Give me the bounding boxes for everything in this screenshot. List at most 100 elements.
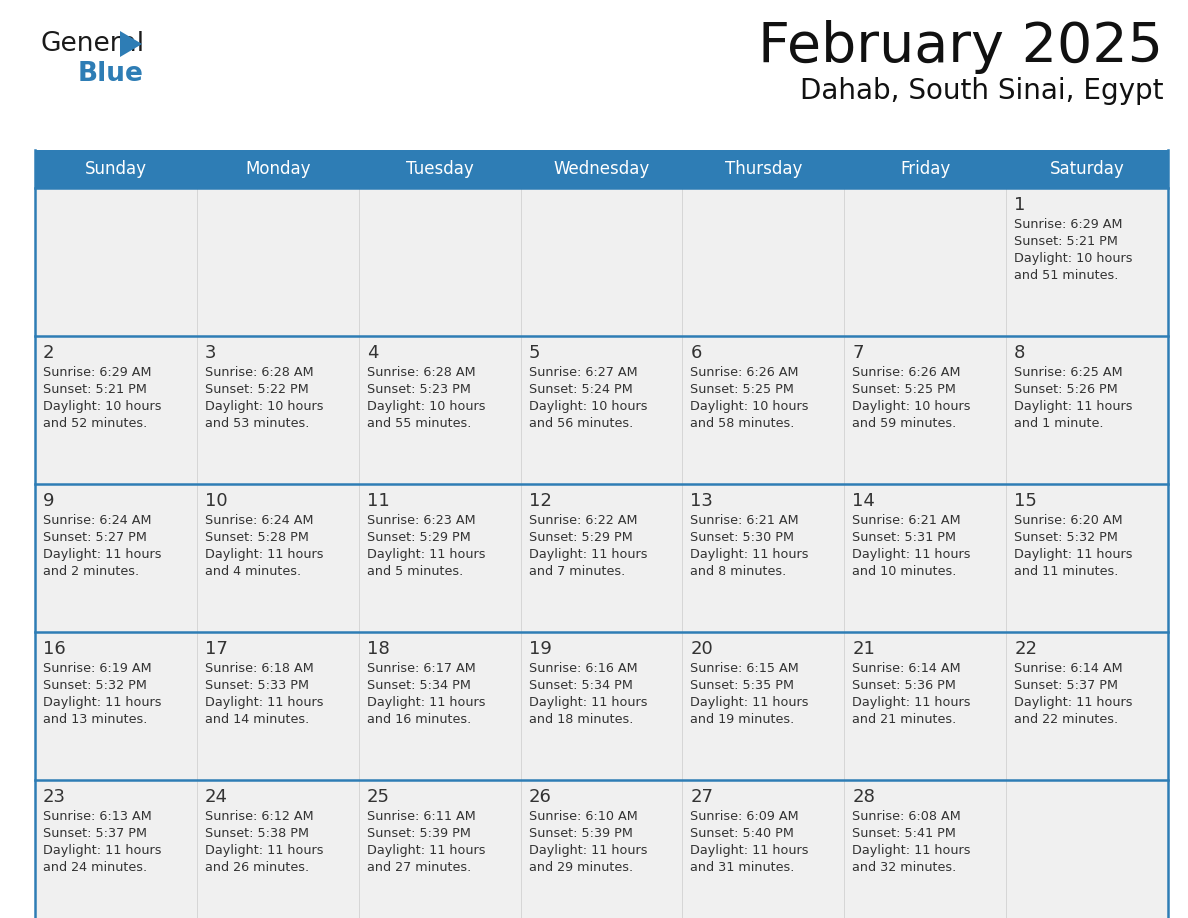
Text: and 26 minutes.: and 26 minutes.	[204, 861, 309, 874]
Text: Sunset: 5:28 PM: Sunset: 5:28 PM	[204, 531, 309, 544]
Text: and 55 minutes.: and 55 minutes.	[367, 417, 472, 430]
Polygon shape	[120, 31, 143, 57]
Text: 15: 15	[1015, 492, 1037, 510]
Text: and 14 minutes.: and 14 minutes.	[204, 713, 309, 726]
Text: and 1 minute.: and 1 minute.	[1015, 417, 1104, 430]
Text: 2: 2	[43, 344, 55, 362]
Text: Sunset: 5:36 PM: Sunset: 5:36 PM	[852, 679, 956, 692]
Text: 18: 18	[367, 640, 390, 658]
Text: 14: 14	[852, 492, 876, 510]
Text: Sunset: 5:35 PM: Sunset: 5:35 PM	[690, 679, 795, 692]
Text: Sunrise: 6:16 AM: Sunrise: 6:16 AM	[529, 662, 637, 675]
Text: Daylight: 11 hours: Daylight: 11 hours	[43, 548, 162, 561]
Text: Sunrise: 6:18 AM: Sunrise: 6:18 AM	[204, 662, 314, 675]
Text: and 32 minutes.: and 32 minutes.	[852, 861, 956, 874]
Text: Daylight: 11 hours: Daylight: 11 hours	[529, 844, 647, 857]
Text: Sunset: 5:34 PM: Sunset: 5:34 PM	[529, 679, 632, 692]
Text: 11: 11	[367, 492, 390, 510]
Text: Sunset: 5:25 PM: Sunset: 5:25 PM	[852, 383, 956, 396]
Text: Sunrise: 6:11 AM: Sunrise: 6:11 AM	[367, 810, 475, 823]
Text: Sunset: 5:24 PM: Sunset: 5:24 PM	[529, 383, 632, 396]
Text: Daylight: 10 hours: Daylight: 10 hours	[367, 400, 485, 413]
Text: 7: 7	[852, 344, 864, 362]
Text: Dahab, South Sinai, Egypt: Dahab, South Sinai, Egypt	[800, 77, 1163, 105]
Text: Sunrise: 6:09 AM: Sunrise: 6:09 AM	[690, 810, 800, 823]
Text: Daylight: 11 hours: Daylight: 11 hours	[529, 696, 647, 709]
Text: Sunset: 5:23 PM: Sunset: 5:23 PM	[367, 383, 470, 396]
Text: Sunrise: 6:14 AM: Sunrise: 6:14 AM	[1015, 662, 1123, 675]
Text: and 53 minutes.: and 53 minutes.	[204, 417, 309, 430]
Text: and 52 minutes.: and 52 minutes.	[43, 417, 147, 430]
Text: Daylight: 10 hours: Daylight: 10 hours	[852, 400, 971, 413]
Text: and 2 minutes.: and 2 minutes.	[43, 565, 139, 578]
Text: Sunrise: 6:27 AM: Sunrise: 6:27 AM	[529, 366, 637, 379]
Text: Daylight: 10 hours: Daylight: 10 hours	[204, 400, 323, 413]
Text: and 7 minutes.: and 7 minutes.	[529, 565, 625, 578]
Text: Sunrise: 6:20 AM: Sunrise: 6:20 AM	[1015, 514, 1123, 527]
Text: Daylight: 11 hours: Daylight: 11 hours	[367, 548, 485, 561]
Text: Sunday: Sunday	[84, 160, 147, 178]
Text: 12: 12	[529, 492, 551, 510]
Text: Friday: Friday	[901, 160, 950, 178]
Text: 17: 17	[204, 640, 228, 658]
Text: Sunrise: 6:29 AM: Sunrise: 6:29 AM	[1015, 218, 1123, 231]
Text: Monday: Monday	[245, 160, 310, 178]
Text: 24: 24	[204, 788, 228, 806]
Text: Daylight: 11 hours: Daylight: 11 hours	[204, 548, 323, 561]
Text: Daylight: 11 hours: Daylight: 11 hours	[43, 696, 162, 709]
Text: Sunrise: 6:21 AM: Sunrise: 6:21 AM	[690, 514, 800, 527]
Text: Sunrise: 6:19 AM: Sunrise: 6:19 AM	[43, 662, 152, 675]
Text: Daylight: 11 hours: Daylight: 11 hours	[204, 696, 323, 709]
Bar	[682, 150, 845, 188]
Text: and 56 minutes.: and 56 minutes.	[529, 417, 633, 430]
Text: Sunrise: 6:08 AM: Sunrise: 6:08 AM	[852, 810, 961, 823]
Text: Sunrise: 6:25 AM: Sunrise: 6:25 AM	[1015, 366, 1123, 379]
Text: Sunset: 5:32 PM: Sunset: 5:32 PM	[43, 679, 147, 692]
Bar	[1006, 150, 1168, 188]
Text: Daylight: 10 hours: Daylight: 10 hours	[529, 400, 647, 413]
Text: Tuesday: Tuesday	[406, 160, 474, 178]
Text: Sunrise: 6:23 AM: Sunrise: 6:23 AM	[367, 514, 475, 527]
Text: Sunset: 5:22 PM: Sunset: 5:22 PM	[204, 383, 309, 396]
Text: Sunrise: 6:24 AM: Sunrise: 6:24 AM	[43, 514, 152, 527]
Text: Daylight: 10 hours: Daylight: 10 hours	[1015, 252, 1132, 265]
Text: Blue: Blue	[78, 61, 144, 87]
Text: February 2025: February 2025	[758, 20, 1163, 74]
Text: Daylight: 11 hours: Daylight: 11 hours	[529, 548, 647, 561]
Text: Sunrise: 6:29 AM: Sunrise: 6:29 AM	[43, 366, 152, 379]
Text: Sunset: 5:37 PM: Sunset: 5:37 PM	[43, 827, 147, 840]
Bar	[34, 150, 197, 188]
Text: 5: 5	[529, 344, 541, 362]
Text: Sunrise: 6:17 AM: Sunrise: 6:17 AM	[367, 662, 475, 675]
Text: Sunset: 5:21 PM: Sunset: 5:21 PM	[1015, 235, 1118, 248]
Text: Sunrise: 6:22 AM: Sunrise: 6:22 AM	[529, 514, 637, 527]
Text: 9: 9	[43, 492, 55, 510]
Text: 25: 25	[367, 788, 390, 806]
Text: and 13 minutes.: and 13 minutes.	[43, 713, 147, 726]
Text: and 59 minutes.: and 59 minutes.	[852, 417, 956, 430]
Bar	[359, 150, 520, 188]
Text: Sunrise: 6:28 AM: Sunrise: 6:28 AM	[367, 366, 475, 379]
Text: Sunset: 5:21 PM: Sunset: 5:21 PM	[43, 383, 147, 396]
Text: Sunset: 5:29 PM: Sunset: 5:29 PM	[367, 531, 470, 544]
Text: and 8 minutes.: and 8 minutes.	[690, 565, 786, 578]
Bar	[845, 150, 1006, 188]
Text: Sunrise: 6:21 AM: Sunrise: 6:21 AM	[852, 514, 961, 527]
Text: Sunrise: 6:13 AM: Sunrise: 6:13 AM	[43, 810, 152, 823]
Text: 28: 28	[852, 788, 876, 806]
Text: Daylight: 11 hours: Daylight: 11 hours	[43, 844, 162, 857]
Text: and 18 minutes.: and 18 minutes.	[529, 713, 633, 726]
Text: Sunset: 5:25 PM: Sunset: 5:25 PM	[690, 383, 795, 396]
Text: 16: 16	[43, 640, 65, 658]
Text: 26: 26	[529, 788, 551, 806]
Text: Sunrise: 6:26 AM: Sunrise: 6:26 AM	[690, 366, 798, 379]
Text: Daylight: 11 hours: Daylight: 11 hours	[367, 844, 485, 857]
Text: Sunrise: 6:28 AM: Sunrise: 6:28 AM	[204, 366, 314, 379]
Text: Sunset: 5:29 PM: Sunset: 5:29 PM	[529, 531, 632, 544]
Text: and 22 minutes.: and 22 minutes.	[1015, 713, 1118, 726]
Text: and 58 minutes.: and 58 minutes.	[690, 417, 795, 430]
Text: and 29 minutes.: and 29 minutes.	[529, 861, 633, 874]
Text: and 31 minutes.: and 31 minutes.	[690, 861, 795, 874]
Text: Sunset: 5:31 PM: Sunset: 5:31 PM	[852, 531, 956, 544]
Text: 10: 10	[204, 492, 227, 510]
